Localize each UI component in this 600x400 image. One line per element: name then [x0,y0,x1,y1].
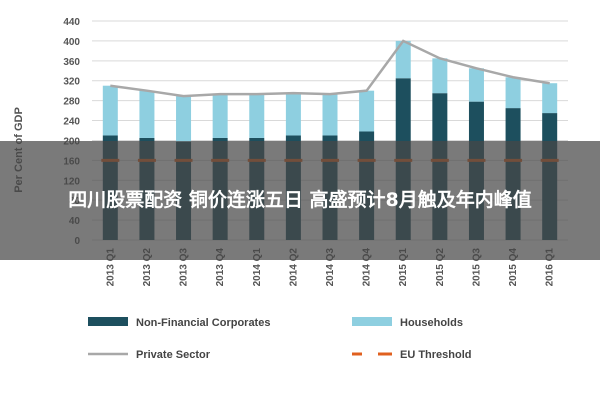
x-tick-label: 2013 Q1 [105,248,116,287]
x-tick-label: 2014 Q2 [288,248,299,287]
legend-label: Non-Financial Corporates [136,317,270,329]
headline-banner: 四川股票配资 铜价连涨五日 高盛预计8月触及年内峰值 [0,141,600,260]
bar-households [395,40,411,79]
x-tick-label: 2015 Q1 [398,248,409,287]
x-tick-label: 2015 Q3 [471,248,482,287]
y-tick-label: 320 [63,77,80,88]
bar-households [542,83,558,114]
bar-households [505,77,521,109]
bar-households [322,94,338,136]
bar-households [176,96,192,142]
bar-households [102,85,118,136]
y-tick-label: 360 [63,57,80,68]
x-tick-label: 2014 Q3 [325,248,336,287]
y-tick-label: 280 [63,97,80,108]
line-private-sector [110,39,550,98]
x-tick-label: 2013 Q3 [179,248,190,287]
legend-label: EU Threshold [400,349,472,361]
legend-swatch [352,317,392,326]
x-tick-label: 2015 Q4 [508,248,519,287]
bar-households [139,90,155,138]
headline-text: 四川股票配资 铜价连涨五日 高盛预计8月触及年内峰值 [68,189,532,211]
x-tick-label: 2013 Q4 [215,248,226,287]
x-axis-ticks: 2013 Q1 2013 Q2 2013 Q3 2013 Q4 2014 Q1 2014 … [105,248,555,287]
y-tick-label: 440 [63,17,80,28]
bar-households [249,94,265,138]
x-tick-label: 2015 Q2 [435,248,446,287]
x-tick-label: 2013 Q2 [142,248,153,287]
legend-swatch [88,317,128,326]
legend-label: Private Sector [136,349,211,361]
x-tick-label: 2014 Q1 [252,248,263,287]
bar-households [285,93,301,136]
legend-label: Households [400,317,463,329]
x-tick-label: 2014 Q4 [362,248,373,287]
x-tick-label: 2016 Q1 [545,248,556,287]
bar-households [432,58,448,94]
y-tick-label: 240 [63,117,80,128]
bar-households [359,90,375,132]
bar-households [212,94,228,138]
legend: Non-Financial Corporates Households Privat… [88,317,472,361]
y-tick-label: 400 [63,37,80,48]
bar-households [468,68,484,102]
